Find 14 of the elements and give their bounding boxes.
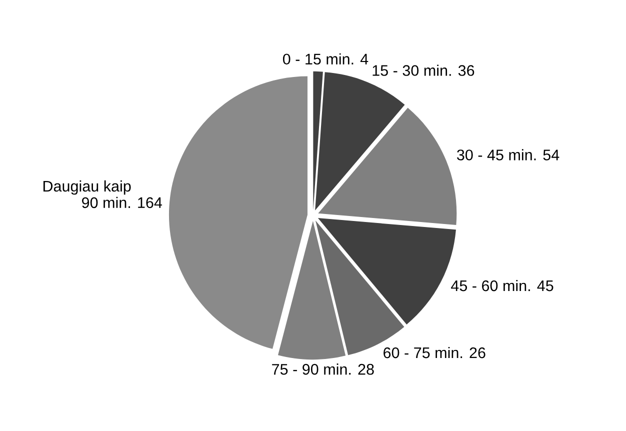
data-label: 28 bbox=[358, 364, 374, 375]
slice-label: 30 - 45 min. bbox=[456, 149, 536, 160]
slice-label: 15 - 30 min. bbox=[372, 64, 451, 76]
slice-label: 60 - 75 min. bbox=[384, 346, 462, 358]
slice-label: 45 - 60 min. bbox=[451, 280, 530, 292]
data-label: 54 bbox=[543, 150, 560, 160]
slice-label: 0 - 15 min. bbox=[282, 53, 354, 65]
data-label: 45 bbox=[537, 280, 554, 292]
data-label: 164 bbox=[138, 197, 162, 208]
slice-label: Daugiau kaip 90 min. bbox=[43, 180, 131, 208]
data-label: 26 bbox=[470, 347, 486, 358]
slice-label: 75 - 90 min. bbox=[272, 364, 351, 375]
data-label: 36 bbox=[458, 65, 474, 76]
data-label: 4 bbox=[360, 54, 368, 64]
